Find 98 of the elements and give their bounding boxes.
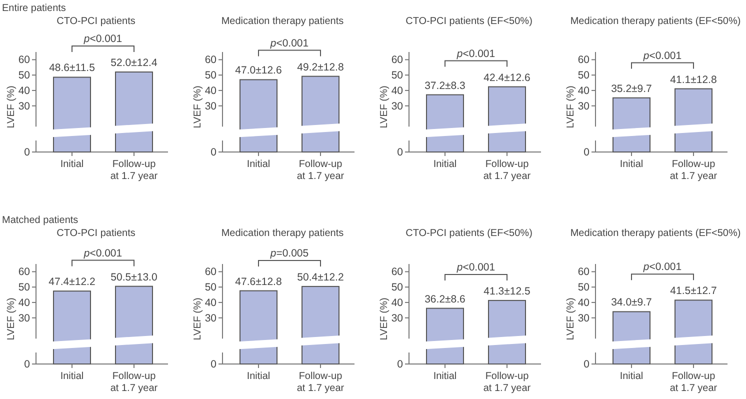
data-label: 41.5±12.7 [670,285,717,298]
data-label: 34.0±9.7 [611,296,652,309]
x-tick-label: Follow-up at 1.7 year [670,371,718,394]
y-axis-title: LVEF (%) [566,86,576,128]
x-tick-label: Initial [246,371,270,382]
data-label: 42.4±12.6 [484,72,530,84]
data-label: 48.6±11.5 [49,62,96,74]
y-tick-label: 60 [578,54,590,66]
y-tick-label: 40 [18,296,30,309]
y-tick-label: 30 [204,312,217,324]
chart-title: Medication therapy patients [221,228,344,239]
y-tick-label: 40 [204,84,217,97]
data-label: 49.2±12.8 [297,61,344,74]
y-axis-title: LVEF (%) [379,86,390,128]
data-label: 41.3±12.5 [484,285,530,298]
chart-title: Medication therapy patients (EF<50%) [570,16,741,27]
y-tick-label: 40 [391,296,404,309]
text: p<0.001 [82,247,122,260]
y-tick-label: 50 [18,282,30,294]
data-label: 50.4±12.2 [297,271,344,284]
chart-subtitle: Matched patients [2,215,78,226]
text: p<0.001 [82,33,122,45]
x-tick-label: Follow-up at 1.7 year [296,371,345,394]
y-tick-label: 50 [18,70,30,82]
y-tick-label: 0 [24,358,30,370]
x-tick-label: Initial [60,159,84,170]
y-tick-label: 60 [391,54,404,66]
annotation: p<0.001 [456,48,496,60]
y-tick-label: 60 [18,54,30,66]
x-tick-label: Follow-up at 1.7 year [296,159,345,182]
y-tick-label: 40 [18,84,30,97]
y-axis-title: LVEF (%) [379,298,390,340]
x-tick-label: Initial [433,371,457,382]
y-tick-label: 50 [391,282,404,294]
y-tick-label: 0 [397,146,404,158]
chart-title: CTO-PCI patients (EF<50%) [406,228,532,239]
y-tick-label: 60 [18,266,30,278]
y-tick-label: 0 [210,146,217,158]
chart-title: CTO-PCI patients [56,16,136,27]
data-label: 36.2±8.6 [424,293,466,306]
y-tick-label: 30 [578,312,590,324]
y-axis-title: LVEF (%) [6,86,17,128]
chart-title: CTO-PCI patients (EF<50%) [406,16,532,27]
y-tick-label: 50 [204,282,217,294]
annotation: p<0.001 [642,261,682,274]
y-tick-label: 60 [578,266,590,278]
x-tick-label: Follow-up at 1.7 year [483,371,532,394]
x-tick-label: Initial [433,159,457,170]
y-tick-label: 30 [204,100,217,112]
y-tick-label: 30 [18,100,30,112]
y-tick-label: 0 [210,358,217,370]
data-label: 47.6±12.8 [235,276,282,288]
y-tick-label: 60 [204,266,217,278]
y-axis-title: LVEF (%) [192,298,204,340]
y-tick-label: 50 [578,282,590,294]
x-tick-label: Initial [620,371,644,382]
data-label: 50.5±13.0 [110,271,158,284]
y-tick-label: 0 [584,358,590,370]
text: p<0.001 [269,37,309,50]
x-tick-label: Initial [620,159,644,170]
y-tick-label: 60 [391,266,404,278]
y-tick-label: 0 [584,146,590,158]
chart-title: CTO-PCI patients [56,228,136,239]
y-tick-label: 60 [204,54,217,66]
x-tick-label: Follow-up at 1.7 year [110,159,158,182]
data-label: 37.2±8.3 [424,80,466,92]
x-tick-label: Follow-up at 1.7 year [483,159,532,182]
y-axis-title: LVEF (%) [192,86,204,128]
y-tick-label: 40 [578,84,590,97]
annotation: p<0.001 [642,50,682,62]
x-tick-label: Initial [60,371,84,382]
data-label: 52.0±12.4 [110,57,158,69]
y-tick-label: 30 [391,100,404,112]
y-tick-label: 0 [397,358,404,370]
data-label: 41.1±12.8 [670,74,717,86]
y-axis-title: LVEF (%) [566,298,576,340]
chart-title: Medication therapy patients [221,16,344,27]
x-tick-label: Follow-up at 1.7 year [110,371,158,394]
y-tick-label: 50 [391,70,404,82]
y-tick-label: 50 [578,70,590,82]
y-tick-label: 50 [204,70,217,82]
y-tick-label: 40 [578,296,590,309]
data-label: 47.0±12.6 [235,64,282,77]
data-label: 35.2±9.7 [611,82,652,95]
x-tick-label: Follow-up at 1.7 year [670,159,718,182]
x-tick-label: Initial [246,159,270,170]
chart-subtitle: Entire patients [2,3,66,14]
y-axis-title: LVEF (%) [6,298,17,340]
chart-title: Medication therapy patients (EF<50%) [570,228,741,239]
y-tick-label: 0 [24,146,30,158]
y-tick-label: 40 [204,296,217,309]
y-tick-label: 30 [18,312,30,324]
y-tick-label: 40 [391,84,404,97]
text: p=0.005 [269,247,309,260]
y-tick-label: 30 [391,312,404,324]
data-label: 47.4±12.2 [48,276,96,288]
annotation: p<0.001 [456,261,496,274]
y-tick-label: 30 [578,100,590,112]
